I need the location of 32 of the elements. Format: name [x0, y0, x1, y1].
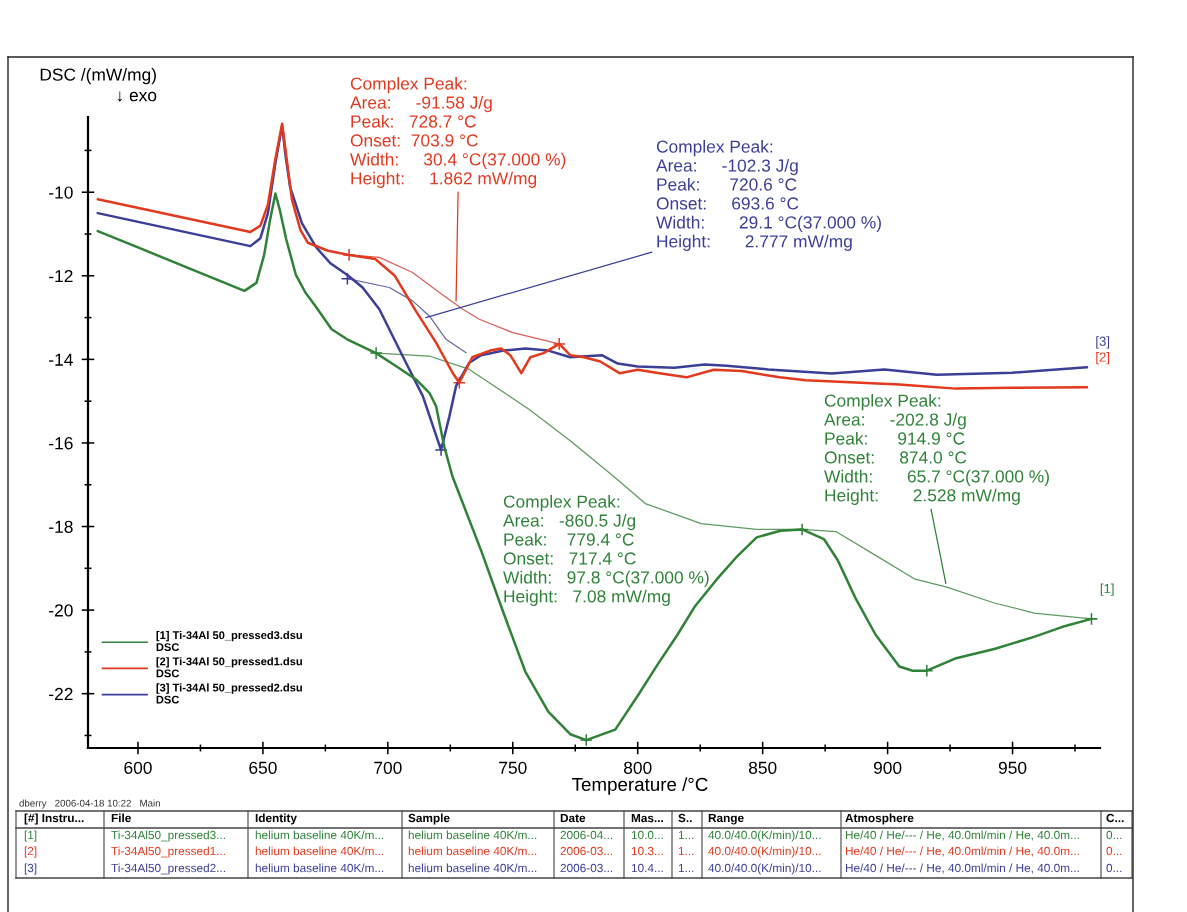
legend-label: [3] Ti-34Al 50_pressed2.dsu DSC — [156, 683, 302, 704]
text: [3] Ti-34Al50_pressed2... helium baseline 40K/m... helium baseline 40K/m... 2006-03... 10.4... 1... 40.0/40.0(K/min)/10... He/40 / He/--- / He, 40.0ml/min / He, 40.0m... 0... — [24, 863, 1122, 875]
x-tick-label: 850 — [748, 761, 777, 774]
y-tick-label: -16 — [49, 437, 73, 450]
annotation: Complex Peak: Area: -102.3 J/g Peak: 720.6 °C Onset: 693.6 °C Width: 29.1 °C(37.000 %) Height: 2.777 mW/mg — [656, 140, 881, 251]
text: [1] Ti-34Al50_pressed3... helium baseline 40K/m... helium baseline 40K/m... 2006-04... 10.0... 1... 40.0/40.0(K/min)/10... He/40 / He/--- / He, 40.0ml/min / He, 40.0m... 0... — [24, 830, 1122, 842]
annotation: [2] — [1096, 352, 1110, 365]
x-tick-label: 700 — [374, 761, 402, 774]
legend-label: [1] Ti-34Al 50_pressed3.dsu DSC — [156, 630, 302, 652]
x-tick-label: 750 — [499, 761, 527, 774]
annotation: [1] — [1100, 583, 1114, 596]
y-tick-label: -12 — [49, 269, 73, 283]
x-axis-title: Temperature /°C — [572, 777, 708, 795]
text: [2] Ti-34Al50_pressed1... helium baseline 40K/m... helium baseline 40K/m... 2006-03... 10.3... 1... 40.0/40.0(K/min)/10... He/40 / He/--- / He, 40.0ml/min / He, 40.0m... 0... — [24, 846, 1122, 858]
x-tick-label: 950 — [998, 761, 1027, 774]
annotation: [3] — [1096, 336, 1110, 349]
y-tick-label: -14 — [49, 353, 73, 366]
y-tick-label: -20 — [49, 604, 73, 617]
annotation: Complex Peak: Area: -202.8 J/g Peak: 914.9 °C Onset: 874.0 °C Width: 65.7 °C(37.000 %) Height: 2.528 mW/mg — [824, 394, 1049, 505]
x-tick-label: 650 — [249, 761, 277, 774]
y-axis-title: DSC /(mW/mg) ↓ exo — [40, 68, 157, 102]
y-tick-label: -22 — [49, 687, 73, 700]
annotation: Complex Peak: Area: -91.58 J/g Peak: 728.7 °C Onset: 703.9 °C Width: 30.4 °C(37.000 %) Height: 1.862 mW/mg — [350, 77, 566, 188]
x-tick-label: 900 — [873, 761, 902, 774]
text: dberry 2006-04-18 10:22 Main — [19, 799, 160, 809]
y-tick-label: -18 — [49, 520, 73, 533]
text: [#] Instru... File Identity Sample Date Mas... S.. Range Atmosphere C... — [24, 813, 1124, 825]
legend-label: [2] Ti-34Al 50_pressed1.dsu DSC — [156, 657, 302, 678]
x-tick-label: 800 — [624, 761, 652, 774]
annotation: Complex Peak: Area: -860.5 J/g Peak: 779.4 °C Onset: 717.4 °C Width: 97.8 °C(37.000 %) Height: 7.08 mW/mg — [503, 495, 709, 606]
x-tick-label: 600 — [124, 761, 152, 774]
y-tick-label: -10 — [49, 186, 73, 199]
